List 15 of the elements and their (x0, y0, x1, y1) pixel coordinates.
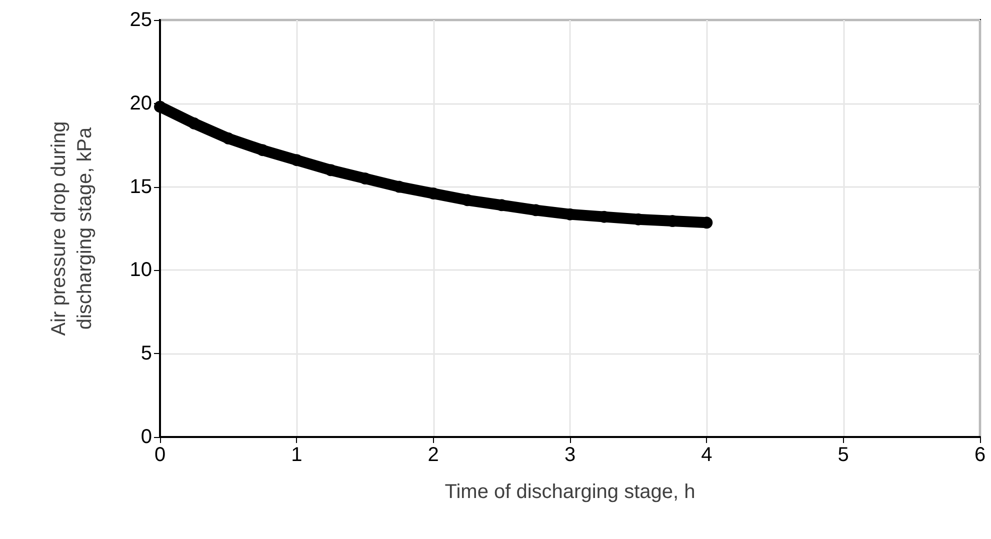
x-axis-title: Time of discharging stage, h (444, 481, 696, 503)
x-tick-label: 3 (564, 444, 576, 466)
x-tick-label: 4 (701, 444, 712, 466)
y-tick-label: 15 (130, 176, 152, 198)
y-tick-label: 0 (140, 426, 152, 448)
y-tick-label: 10 (130, 259, 152, 282)
x-tick-label: 2 (428, 444, 439, 466)
x-tick-label: 6 (974, 444, 986, 466)
x-tick-label: 0 (154, 444, 166, 466)
y-tick-label: 5 (140, 342, 152, 365)
y-tick-label: 20 (130, 92, 152, 114)
x-tick-label: 1 (291, 444, 302, 466)
y-axis-title: Air pressure drop during discharging stage, kPa (48, 121, 96, 336)
x-tick-label: 5 (838, 444, 849, 466)
y-tick-label: 25 (130, 9, 152, 31)
